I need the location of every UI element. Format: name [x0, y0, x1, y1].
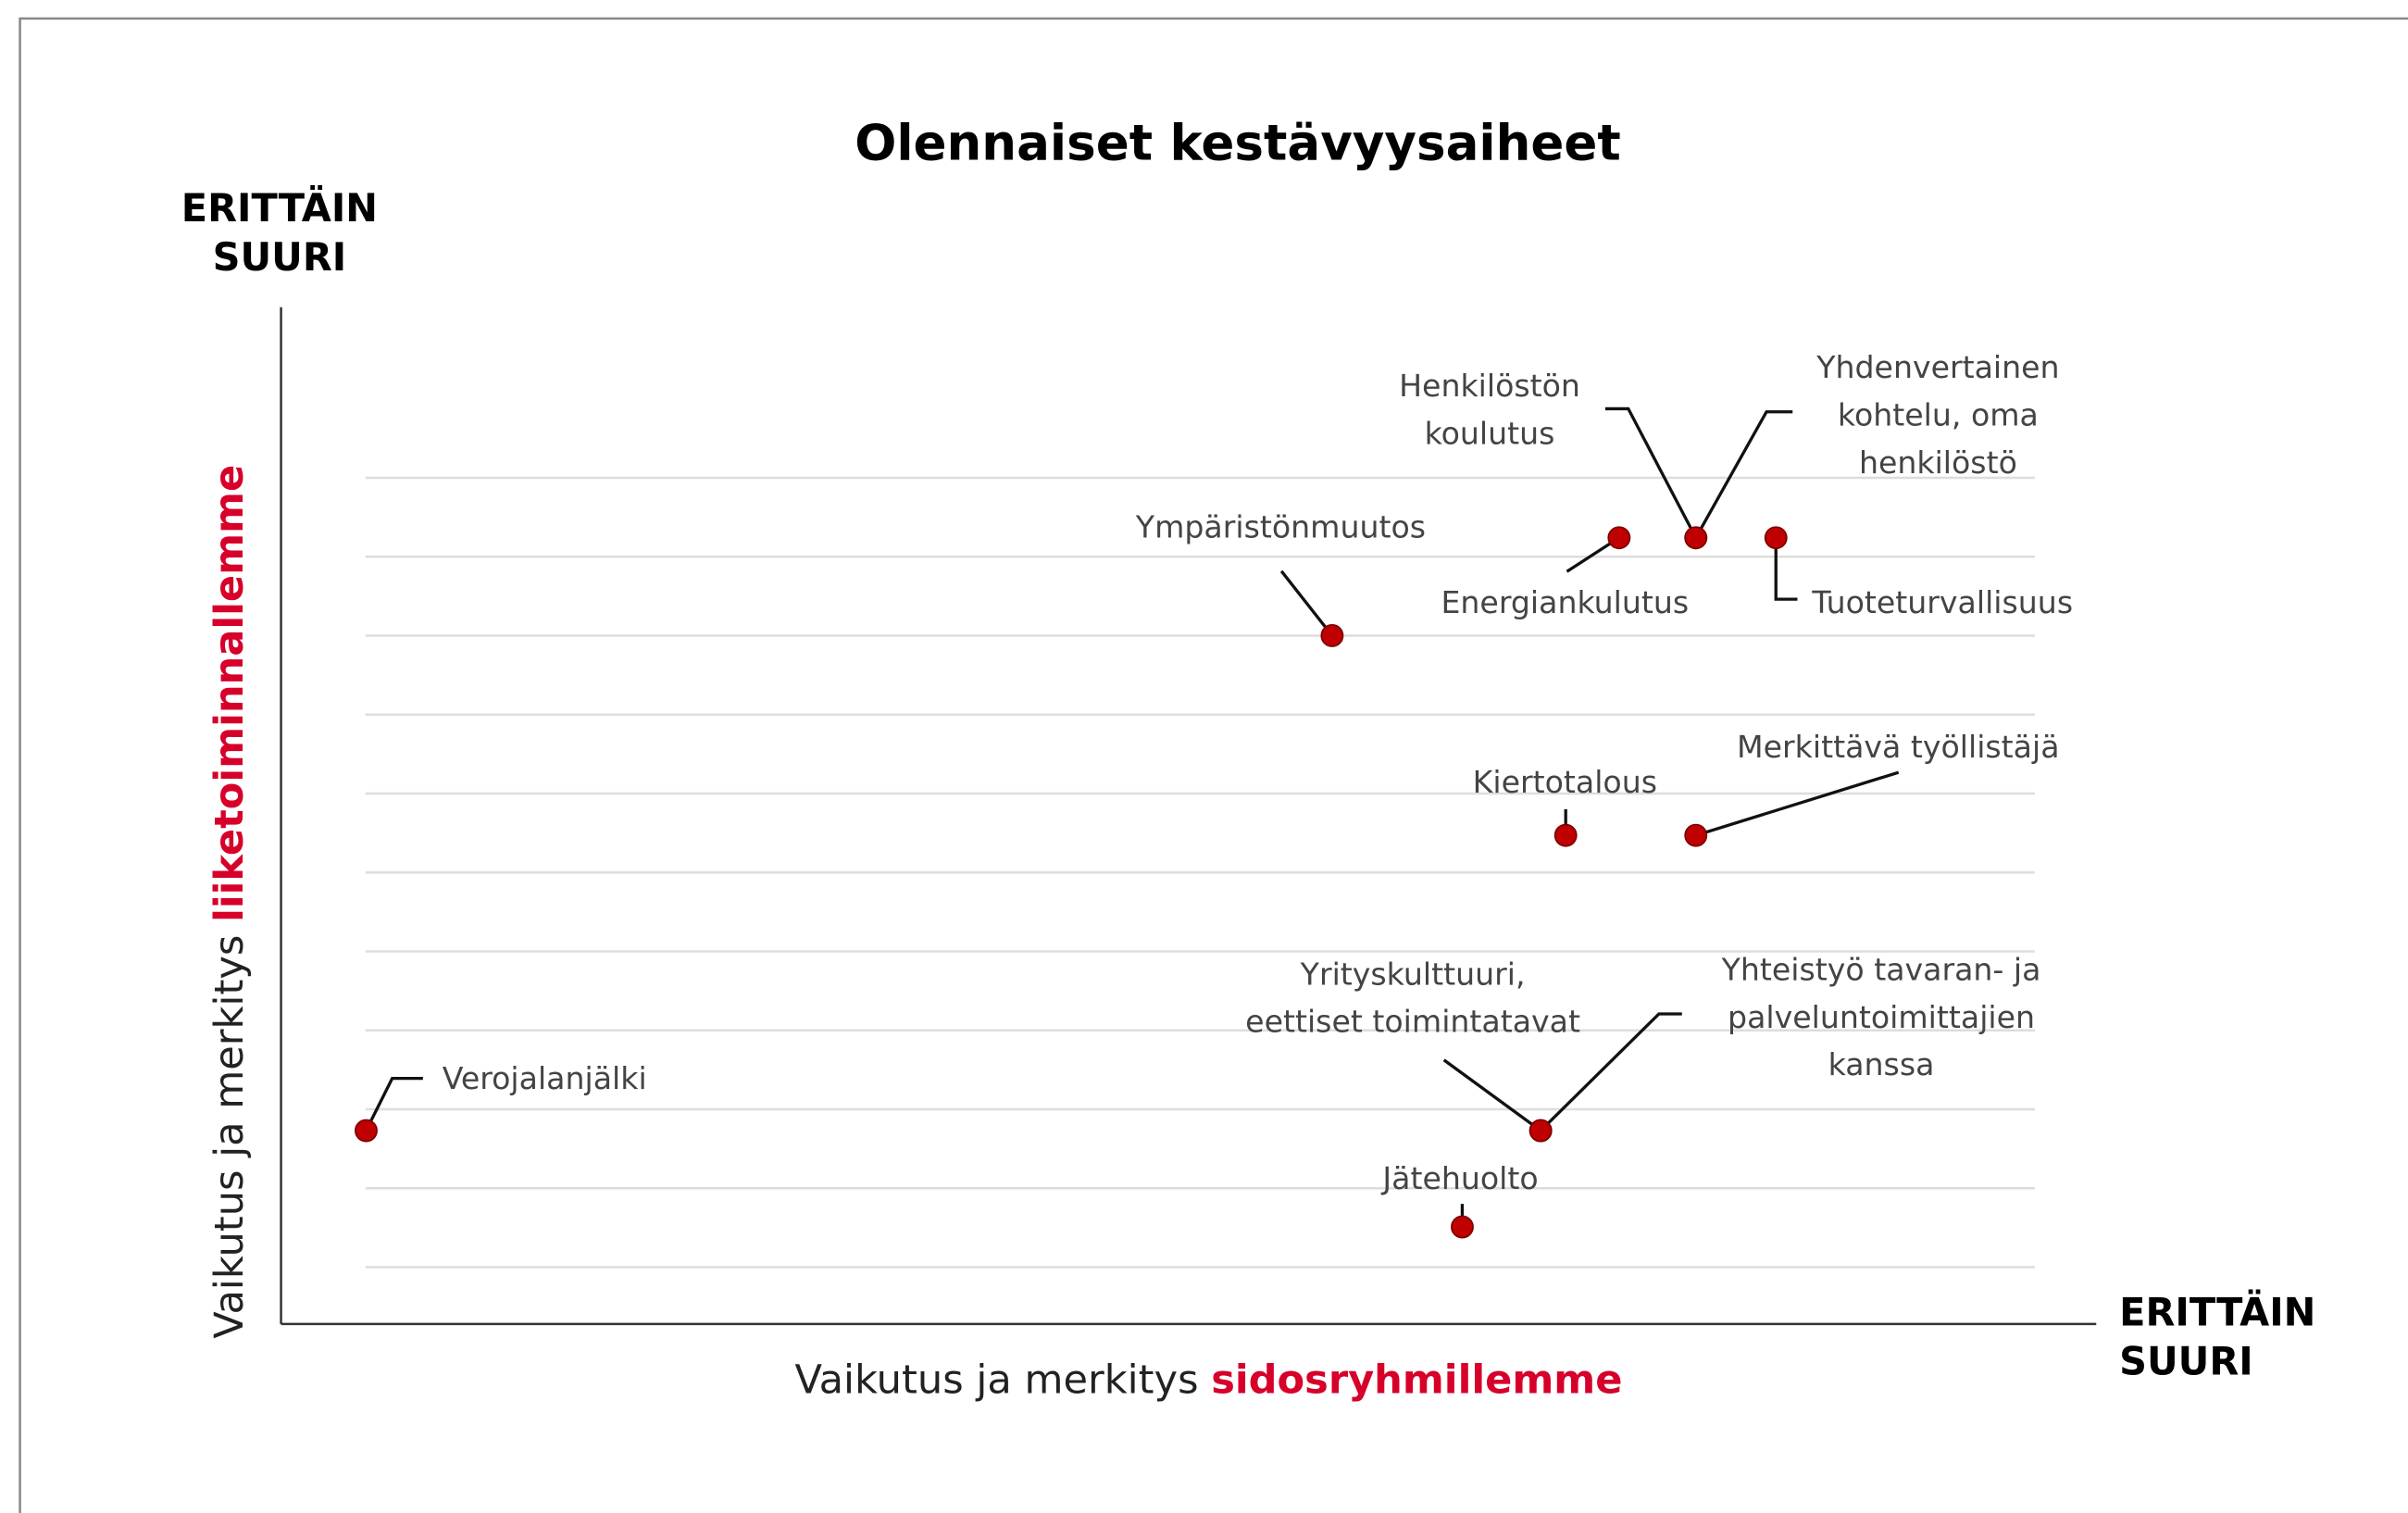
- right-label: SUURI: [2119, 1340, 2253, 1384]
- point: [1764, 526, 1788, 550]
- point-label: Energiankulutus: [1441, 584, 1689, 620]
- y-axis-title-highlight: liiketoiminnallemme: [206, 465, 253, 922]
- x-axis-title-highlight: sidosryhmillemme: [1211, 1357, 1622, 1404]
- point-label: koulutus: [1425, 415, 1555, 451]
- x-axis-title: Vaikutus ja merkitys sidosryhmillemme: [794, 1357, 1622, 1404]
- leader-line: [1604, 406, 1698, 539]
- point-label: Verojalanjälki: [443, 1060, 647, 1096]
- point-label: Yrityskulttuuri,: [1300, 956, 1526, 992]
- top-label: ERITTÄIN: [181, 186, 378, 231]
- point: [1684, 526, 1708, 550]
- point: [1528, 1119, 1553, 1143]
- leader-line: [1694, 410, 1793, 539]
- leader-line: [1774, 537, 1798, 601]
- leader-line: [1695, 770, 1900, 837]
- point-label: Yhteistyö tavaran- ja: [1721, 951, 2041, 987]
- top-label: SUURI: [213, 235, 347, 280]
- leader-line: [1279, 569, 1334, 637]
- right-label: ERITTÄIN: [2119, 1291, 2315, 1335]
- point-label: Ympäristönmuutos: [1135, 509, 1426, 545]
- point: [1607, 526, 1631, 550]
- chart-title: Olennaiset kestävyysaiheet: [855, 115, 1621, 172]
- point-label: Merkittävä työllistäjä: [1737, 729, 2060, 765]
- point: [1320, 624, 1344, 647]
- y-axis-title-plain: Vaikutus ja merkitys: [206, 935, 253, 1339]
- x-axis-title-plain: Vaikutus ja merkitys: [794, 1357, 1198, 1404]
- point-label: kanssa: [1828, 1046, 1935, 1082]
- point-label: Tuoteturvallisuus: [1811, 584, 2073, 620]
- point-label: Jätehuolto: [1380, 1160, 1538, 1196]
- y-axis-title: Vaikutus ja merkitys liiketoiminnallemme: [206, 465, 253, 1339]
- point-label: kohtelu, oma: [1838, 397, 2039, 433]
- point-label: Henkilöstön: [1399, 368, 1580, 404]
- leader-line: [1539, 1012, 1682, 1132]
- point: [355, 1119, 378, 1143]
- point: [1451, 1215, 1474, 1239]
- point-label: Yhdenvertainen: [1815, 349, 2059, 385]
- point-label: henkilöstö: [1859, 444, 2017, 481]
- point: [1684, 823, 1708, 847]
- point: [1553, 823, 1578, 847]
- point-label: palveluntoimittajien: [1728, 999, 2035, 1035]
- leader-line: [1442, 1058, 1542, 1132]
- leader-line: [364, 1076, 423, 1132]
- frame: [19, 17, 2408, 1513]
- point-label: eettiset toimintatavat: [1245, 1004, 1580, 1040]
- point-label: Kiertotalous: [1473, 764, 1657, 800]
